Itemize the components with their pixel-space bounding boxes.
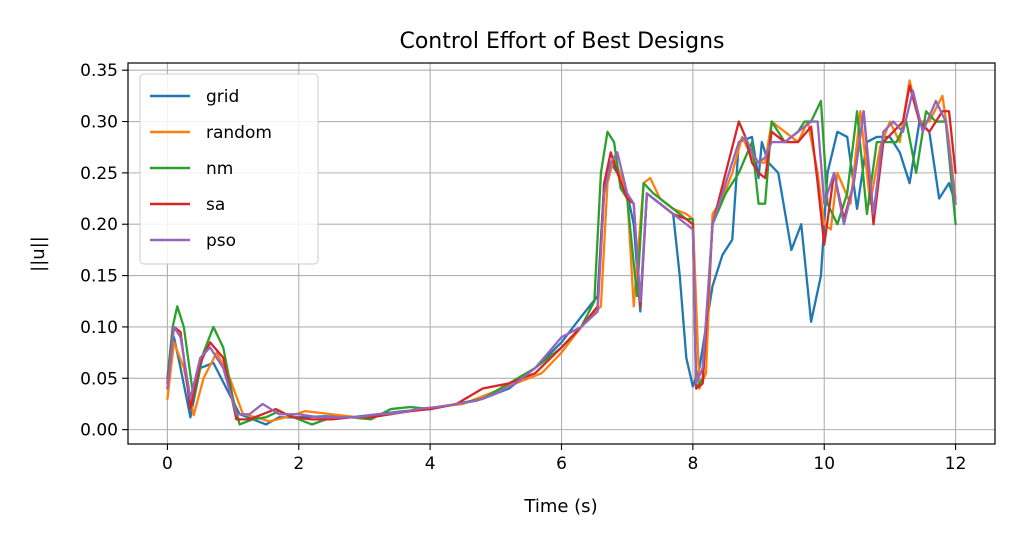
x-tick-label: 8 — [687, 454, 698, 474]
x-tick-label: 12 — [945, 454, 967, 474]
chart-title: Control Effort of Best Designs — [399, 29, 724, 54]
y-tick-label: 0.20 — [80, 215, 118, 235]
y-tick-label: 0.05 — [80, 369, 118, 389]
axis-ticks: 0 2 4 6 8 10 12 0.00 0.05 0.10 0.15 0.20 0.25 0.30 0.3… — [80, 61, 966, 474]
x-tick-label: 4 — [425, 454, 436, 474]
series-line-pso — [166, 89, 957, 419]
grid-lines — [128, 63, 995, 444]
legend-label-sa: sa — [206, 195, 225, 215]
y-tick-label: 0.30 — [80, 113, 118, 133]
x-axis-label: Time (s) — [523, 496, 597, 517]
legend-label-grid: grid — [206, 87, 239, 107]
y-tick-label: 0.25 — [80, 164, 118, 184]
x-tick-label: 0 — [162, 454, 173, 474]
y-tick-label: 0.00 — [80, 421, 118, 441]
legend-box — [139, 73, 319, 265]
series-lines — [166, 79, 957, 426]
y-tick-label: 0.35 — [80, 61, 118, 81]
y-tick-label: 0.10 — [80, 318, 118, 338]
y-axis-label: ||u|| — [28, 236, 49, 272]
legend: grid random nm sa pso — [139, 73, 319, 265]
x-tick-label: 10 — [813, 454, 835, 474]
series-line-nm — [166, 99, 957, 426]
y-tick-label: 0.15 — [80, 267, 118, 287]
x-tick-label: 2 — [293, 454, 304, 474]
legend-label-nm: nm — [206, 159, 233, 179]
legend-label-pso: pso — [206, 231, 236, 251]
x-tick-label: 6 — [556, 454, 567, 474]
legend-label-random: random — [206, 123, 272, 143]
